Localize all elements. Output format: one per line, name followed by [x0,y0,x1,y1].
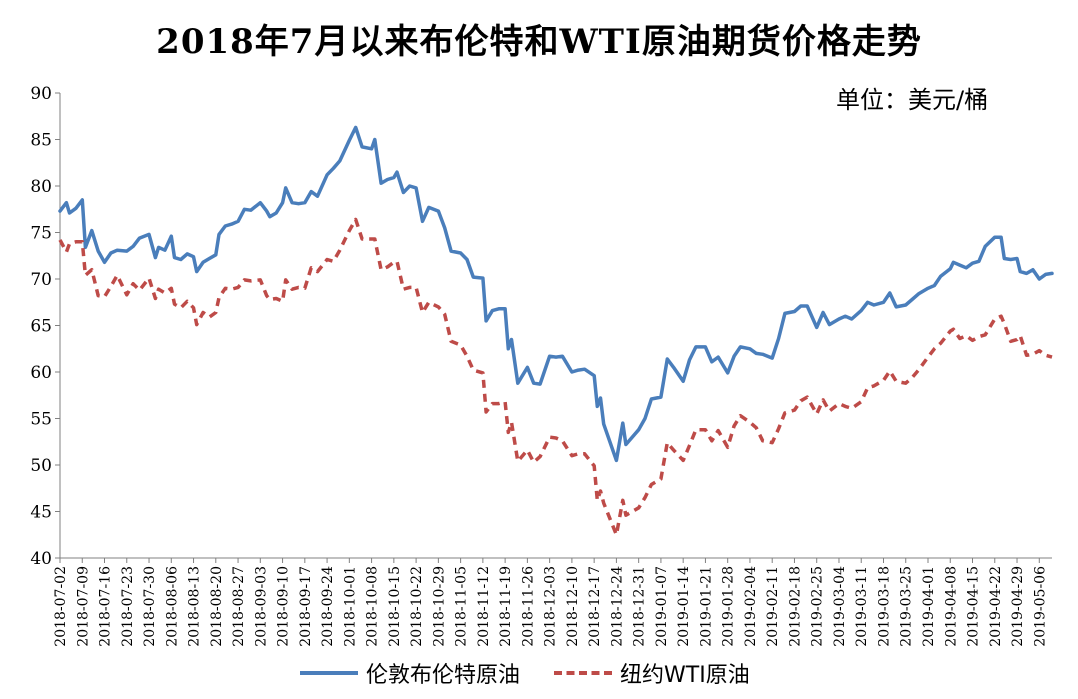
x-tick-label: 2018-10-22 [409,566,425,647]
x-tick-label: 2018-10-29 [431,566,447,647]
x-tick-label: 2019-05-06 [1032,566,1048,647]
legend-item-wti: 纽约WTI原油 [554,657,750,689]
x-tick-label: 2018-07-02 [53,566,69,647]
x-tick-label: 2018-10-01 [342,566,358,647]
x-tick-label: 2018-07-23 [120,566,136,647]
chart-title: 2018年7月以来布伦特和WTI原油期货价格走势 [156,22,922,62]
y-tick-label: 55 [30,410,52,430]
x-tick-label: 2019-04-22 [988,566,1004,647]
x-tick-label: 2019-02-18 [787,566,803,647]
x-tick-label: 2019-01-28 [721,566,737,647]
x-tick-label: 2018-08-27 [231,566,247,647]
x-tick-label: 2018-09-10 [276,566,292,647]
y-tick-label: 85 [30,131,52,151]
chart-legend: 伦敦布伦特原油 纽约WTI原油 [300,658,784,688]
x-tick-label: 2018-09-24 [320,566,336,647]
x-tick-label: 2018-08-20 [209,566,225,647]
x-tick-label: 2019-01-07 [654,566,670,647]
x-tick-label: 2019-03-25 [899,566,915,647]
x-tick-label: 2018-12-03 [543,566,559,647]
x-tick-label: 2019-01-14 [676,566,692,647]
x-tick-label: 2019-03-11 [854,566,870,647]
x-tick-label: 2018-10-15 [387,566,403,647]
x-tick-label: 2018-11-05 [454,566,470,647]
y-tick-label: 80 [30,177,52,197]
x-tick-label: 2018-11-26 [520,566,536,647]
x-tick-label: 2019-03-18 [876,566,892,647]
x-tick-label: 2018-12-31 [632,566,648,647]
x-tick-label: 2018-12-17 [587,566,603,647]
series-line-wti [58,217,1053,537]
x-tick-label: 2019-02-04 [743,566,759,647]
x-tick-label: 2018-09-03 [253,566,269,647]
x-tick-label: 2019-01-21 [698,566,714,647]
legend-line-dashed [554,671,613,675]
x-tick-label: 2018-11-19 [498,566,514,647]
legend-label-brent: 伦敦布伦特原油 [366,663,521,688]
x-tick-label: 2019-04-01 [921,566,937,647]
x-tick-label: 2018-11-12 [476,566,492,647]
legend-item-brent: 伦敦布伦特原油 [300,657,520,689]
y-tick-label: 50 [30,456,52,476]
x-tick-label: 2018-08-06 [164,566,180,647]
y-tick-label: 40 [30,549,52,569]
x-tick-label: 2019-04-15 [966,566,982,647]
legend-line-solid [300,671,358,675]
legend-label-wti: 纽约WTI原油 [620,663,750,688]
x-tick-label: 2018-07-30 [142,566,158,647]
x-tick-label: 2018-12-24 [609,566,625,647]
y-tick-label: 75 [30,224,52,244]
x-tick-label: 2018-08-13 [187,566,203,647]
y-tick-label: 45 [30,503,52,523]
unit-label: 单位：美元/桶 [836,86,989,114]
x-tick-label: 2019-02-11 [765,566,781,647]
x-tick-label: 2018-09-17 [298,566,314,647]
y-tick-label: 90 [30,84,52,104]
x-tick-label: 2019-04-29 [1010,566,1026,647]
series-line-brent [58,125,1054,463]
x-tick-label: 2019-03-04 [832,566,848,647]
x-tick-label: 2018-10-08 [365,566,381,647]
x-tick-label: 2018-07-16 [98,566,114,647]
y-tick-label: 60 [30,363,52,383]
y-tick-label: 65 [30,317,52,337]
x-tick-label: 2018-12-10 [565,566,581,647]
x-tick-label: 2019-02-25 [810,566,826,647]
x-tick-label: 2019-04-08 [943,566,959,647]
y-tick-label: 70 [30,270,52,290]
x-tick-label: 2018-07-09 [75,566,91,647]
